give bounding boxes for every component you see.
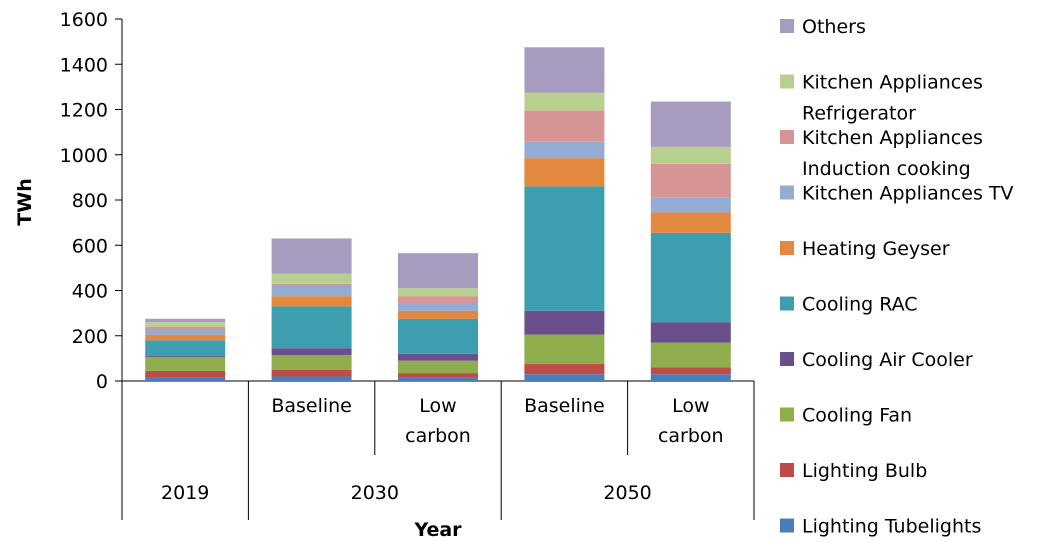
bar-segment-kitchen-appliances-induction-cooking bbox=[271, 283, 352, 286]
bar-segment-cooling-fan bbox=[398, 360, 478, 374]
bar-segment-cooling-fan bbox=[271, 354, 352, 370]
legend-swatch bbox=[780, 352, 794, 366]
legend-label: Cooling Air Cooler bbox=[802, 349, 973, 371]
bar-segment-kitchen-appliances-induction-cooking bbox=[145, 326, 226, 329]
group-label: 2019 bbox=[161, 482, 209, 504]
y-tick-label: 200 bbox=[72, 326, 108, 348]
legend-label: Kitchen Appliances bbox=[802, 127, 983, 149]
bar-segment-lighting-bulb bbox=[524, 364, 605, 375]
bar-segment-heating-geyser bbox=[145, 334, 226, 341]
bar-segment-cooling-fan bbox=[145, 357, 226, 371]
y-tick-label: 0 bbox=[96, 371, 108, 393]
legend-label: Heating Geyser bbox=[802, 238, 950, 260]
bar-segment-cooling-air-cooler bbox=[524, 310, 605, 335]
bar-segment-heating-geyser bbox=[271, 296, 352, 307]
bar-segment-kitchen-appliances-refrigerator bbox=[398, 288, 478, 297]
y-tick-label: 1200 bbox=[60, 100, 108, 122]
category-label: Baseline bbox=[271, 395, 352, 417]
bar-segment-cooling-fan bbox=[524, 334, 605, 365]
bar-segment-cooling-air-cooler bbox=[145, 356, 226, 358]
bar-segment-cooling-rac bbox=[398, 318, 478, 354]
y-tick-label: 1600 bbox=[60, 9, 108, 31]
bar-segment-others bbox=[524, 47, 605, 93]
bar-segment-cooling-fan bbox=[650, 342, 731, 368]
bar-segment-others bbox=[145, 318, 226, 323]
legend-swatch bbox=[780, 19, 794, 33]
legend-label: Cooling Fan bbox=[802, 405, 912, 427]
category-label: carbon bbox=[658, 425, 724, 447]
bar-segment-kitchen-appliances-refrigerator bbox=[271, 273, 352, 284]
bar-segment-lighting-bulb bbox=[398, 373, 478, 378]
category-label: Low bbox=[419, 395, 456, 417]
bar-segment-kitchen-appliances-induction-cooking bbox=[398, 296, 478, 303]
bar-segment-lighting-tubelights bbox=[271, 376, 352, 381]
bar-segment-cooling-rac bbox=[650, 232, 731, 323]
bar-segment-lighting-tubelights bbox=[524, 374, 605, 381]
y-tick-label: 800 bbox=[72, 190, 108, 212]
legend-swatch bbox=[780, 463, 794, 477]
legend-swatch bbox=[780, 130, 794, 144]
bar-segment-cooling-air-cooler bbox=[398, 353, 478, 361]
bar-segment-lighting-tubelights bbox=[398, 377, 478, 381]
legend-swatch bbox=[780, 74, 794, 89]
legend-swatch bbox=[780, 407, 794, 422]
bar-segment-lighting-bulb bbox=[650, 367, 731, 375]
y-tick-label: 1400 bbox=[60, 54, 108, 76]
bar-segment-kitchen-appliances-induction-cooking bbox=[650, 163, 731, 198]
bar-segment-others bbox=[271, 238, 352, 274]
legend-swatch bbox=[780, 296, 794, 311]
legend-label: Induction cooking bbox=[802, 158, 971, 180]
y-tick-label: 400 bbox=[72, 281, 108, 303]
bar-segment-heating-geyser bbox=[650, 212, 731, 233]
bar-segment-kitchen-appliances-refrigerator bbox=[145, 322, 226, 327]
bar-segment-others bbox=[650, 101, 731, 147]
bar-segment-kitchen-appliances-induction-cooking bbox=[524, 110, 605, 142]
bar-segment-lighting-tubelights bbox=[145, 377, 226, 381]
legend-label: Kitchen Appliances TV bbox=[802, 183, 1014, 205]
bar-segment-lighting-bulb bbox=[271, 369, 352, 377]
bar-segment-kitchen-appliances-tv bbox=[398, 302, 478, 311]
bar-segment-heating-geyser bbox=[524, 158, 605, 187]
category-label: Baseline bbox=[524, 395, 605, 417]
legend-label: Others bbox=[802, 16, 866, 38]
y-tick-label: 600 bbox=[72, 235, 108, 257]
legend-label: Lighting Bulb bbox=[802, 460, 927, 482]
y-tick-label: 1000 bbox=[60, 145, 108, 167]
bar-segment-kitchen-appliances-tv bbox=[271, 285, 352, 297]
bar-segment-lighting-tubelights bbox=[650, 374, 731, 381]
category-label: Low bbox=[672, 395, 709, 417]
y-axis-title: TWh bbox=[14, 178, 36, 225]
bar-segment-kitchen-appliances-tv bbox=[524, 141, 605, 159]
legend-swatch bbox=[780, 518, 794, 533]
bar-segment-kitchen-appliances-tv bbox=[650, 197, 731, 213]
legend-label: Cooling RAC bbox=[802, 294, 918, 316]
bar-segment-heating-geyser bbox=[398, 310, 478, 319]
legend-label: Lighting Tubelights bbox=[802, 516, 981, 538]
group-label: 2030 bbox=[351, 482, 399, 504]
bar-segment-kitchen-appliances-tv bbox=[145, 328, 226, 335]
group-label: 2050 bbox=[603, 482, 651, 504]
bar-segment-cooling-air-cooler bbox=[271, 348, 352, 355]
legend-swatch bbox=[780, 241, 794, 255]
legend-label: Kitchen Appliances bbox=[802, 72, 983, 94]
bar-segment-cooling-rac bbox=[271, 306, 352, 349]
bar-segment-cooling-rac bbox=[145, 340, 226, 357]
category-label: carbon bbox=[405, 425, 471, 447]
bar-segment-kitchen-appliances-refrigerator bbox=[524, 92, 605, 111]
x-axis-title: Year bbox=[413, 519, 462, 541]
bar-segment-cooling-air-cooler bbox=[650, 322, 731, 343]
bar-segment-cooling-rac bbox=[524, 186, 605, 311]
bar-segment-kitchen-appliances-refrigerator bbox=[650, 146, 731, 164]
bar-segment-others bbox=[398, 253, 478, 289]
legend-label: Refrigerator bbox=[802, 103, 916, 125]
bar-segment-lighting-bulb bbox=[145, 370, 226, 378]
legend-swatch bbox=[780, 185, 794, 200]
